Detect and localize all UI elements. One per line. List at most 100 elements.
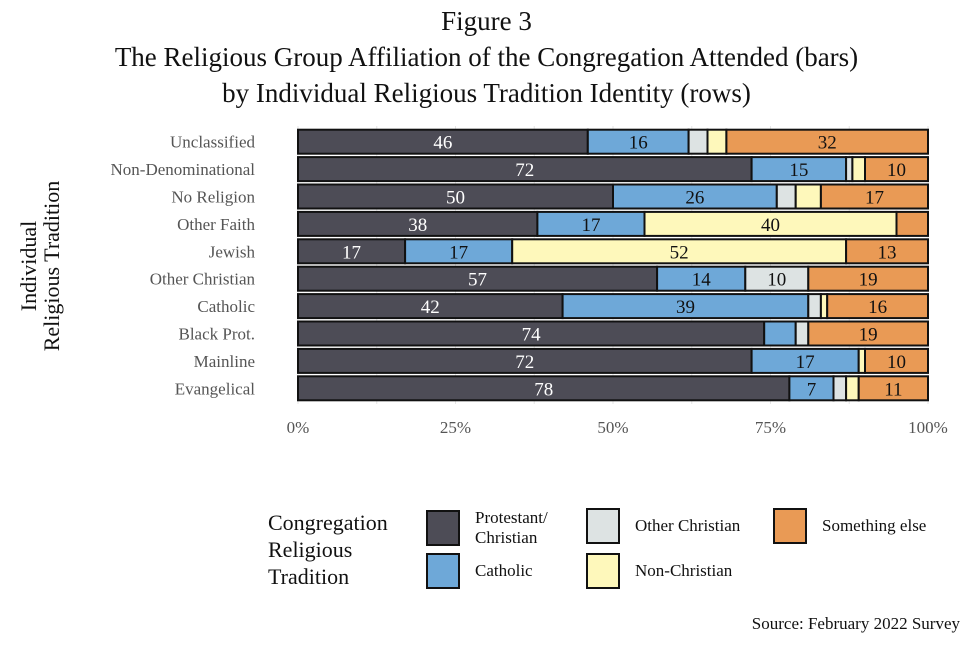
chart-title-line-3: by Individual Religious Tradition Identi… xyxy=(222,78,751,108)
legend-label-line: Christian xyxy=(475,528,538,547)
bar-segment-protestant-christian xyxy=(297,265,659,292)
bar-segment-non-christian xyxy=(706,128,728,155)
bar-segment-something-else xyxy=(807,320,929,347)
bar-segment-non-christian xyxy=(845,375,860,402)
bar-row: 57 14 10 19 xyxy=(297,265,929,292)
bar-segment-something-else xyxy=(864,156,929,183)
bar-segment-catholic xyxy=(750,156,848,183)
bar-row: 72 15 10 xyxy=(297,156,929,183)
legend-title-line: Tradition xyxy=(268,564,350,589)
bar-segment-something-else xyxy=(819,183,930,210)
data-label: 72 xyxy=(515,160,534,181)
data-label: 10 xyxy=(887,160,906,181)
x-tick-label: 0% xyxy=(287,418,310,437)
bar-segment-catholic xyxy=(404,238,514,265)
data-label: 50 xyxy=(446,188,465,209)
y-tick-label: Mainline xyxy=(194,352,255,371)
legend-item-other-christian: Other Christian xyxy=(586,508,740,544)
y-tick-label: Evangelical xyxy=(175,379,256,398)
x-tick-label: 100% xyxy=(908,418,948,437)
bar-segment-catholic xyxy=(750,347,860,374)
data-label: 72 xyxy=(515,352,534,373)
bar-segment-other-christian xyxy=(794,320,810,347)
bar-segment-something-else xyxy=(857,375,930,402)
data-label: 19 xyxy=(859,325,878,346)
bar-row: 74 19 xyxy=(297,320,929,347)
y-tick-label: Other Faith xyxy=(177,215,255,234)
data-label: 7 xyxy=(807,379,817,400)
data-label: 15 xyxy=(789,160,808,181)
bar-segment-non-christian xyxy=(794,183,822,210)
legend-label: Catholic xyxy=(475,561,533,580)
data-label: 17 xyxy=(796,352,815,373)
bar-segment-something-else xyxy=(864,347,929,374)
y-tick-label: Other Christian xyxy=(150,270,256,289)
bar-segment-catholic xyxy=(536,210,646,237)
data-label: 57 xyxy=(468,270,487,291)
source-note: Source: February 2022 Survey xyxy=(751,614,960,633)
legend-swatch-other-christian xyxy=(586,508,620,544)
legend-item-catholic: Catholic xyxy=(426,553,533,589)
bar-segment-catholic xyxy=(561,293,810,320)
data-label: 46 xyxy=(433,133,452,154)
bar-row: 17 17 52 13 xyxy=(297,238,929,265)
bar-row: 72 17 10 xyxy=(297,347,929,374)
bar-segment-something-else xyxy=(845,238,929,265)
data-label: 17 xyxy=(865,188,884,209)
y-tick-label: No Religion xyxy=(171,188,255,207)
bar-segment-something-else xyxy=(807,265,929,292)
data-label: 40 xyxy=(761,215,780,236)
bar-segment-protestant-christian xyxy=(297,375,791,402)
x-tick-label: 25% xyxy=(440,418,471,437)
chart-title-line-2: The Religious Group Affiliation of the C… xyxy=(114,42,859,72)
legend-swatch-non-christian xyxy=(586,553,620,589)
data-label: 19 xyxy=(859,270,878,291)
x-tick-label: 75% xyxy=(755,418,786,437)
bar-segment-other-christian xyxy=(744,265,810,292)
bar-segment-other-christian xyxy=(775,183,797,210)
data-label: 17 xyxy=(449,242,468,263)
data-label: 42 xyxy=(421,297,440,318)
data-label: 10 xyxy=(767,270,786,291)
data-label: 74 xyxy=(522,325,542,346)
bar-segment-other-christian xyxy=(687,128,709,155)
legend-label: Something else xyxy=(822,516,927,535)
legend-label: Non-Christian xyxy=(635,561,733,580)
legend-item-protestant: Protestant/ Christian xyxy=(426,508,548,548)
legend-label: Other Christian xyxy=(635,516,741,535)
bar-segment-other-christian xyxy=(832,375,848,402)
data-label: 17 xyxy=(581,215,600,236)
bar-row: 78 7 11 xyxy=(297,375,930,402)
bar-segment-catholic xyxy=(763,320,797,347)
bar-segment-non-christian xyxy=(851,156,867,183)
bars: 46 16 32 72 15 10 50 26 17 38 17 40 17 17 52 13 57 14 10 19… xyxy=(297,128,930,402)
bar-segment-something-else xyxy=(826,293,930,320)
legend-title: Congregation Religious Tradition xyxy=(268,509,388,590)
bar-segment-protestant-christian xyxy=(297,156,753,183)
legend-title-line: Congregation xyxy=(268,510,388,535)
legend-title-line: Religious xyxy=(268,537,353,562)
data-label: 11 xyxy=(884,379,902,400)
y-tick-label: Non-Denominational xyxy=(111,160,256,179)
legend-swatch-protestant xyxy=(426,510,460,546)
bar-segment-non-christian xyxy=(643,210,898,237)
y-tick-label: Jewish xyxy=(209,242,256,261)
legend-label: Protestant/ Christian xyxy=(475,508,548,548)
y-tick-label: Unclassified xyxy=(170,133,255,152)
bar-segment-catholic xyxy=(788,375,835,402)
bar-segment-something-else xyxy=(895,210,929,237)
y-axis-title-line-1: Individual xyxy=(16,221,41,311)
data-label: 26 xyxy=(685,188,704,209)
data-label: 17 xyxy=(342,242,361,263)
bar-segment-protestant-christian xyxy=(297,293,564,320)
bar-row: 46 16 32 xyxy=(297,128,930,155)
data-label: 13 xyxy=(878,242,897,263)
data-label: 16 xyxy=(629,133,648,154)
bar-segment-non-christian xyxy=(511,238,848,265)
legend-swatch-something-else xyxy=(773,508,807,544)
data-label: 32 xyxy=(818,133,837,154)
data-label: 39 xyxy=(676,297,695,318)
bar-row: 38 17 40 xyxy=(297,210,929,237)
bar-segment-something-else xyxy=(725,128,930,155)
